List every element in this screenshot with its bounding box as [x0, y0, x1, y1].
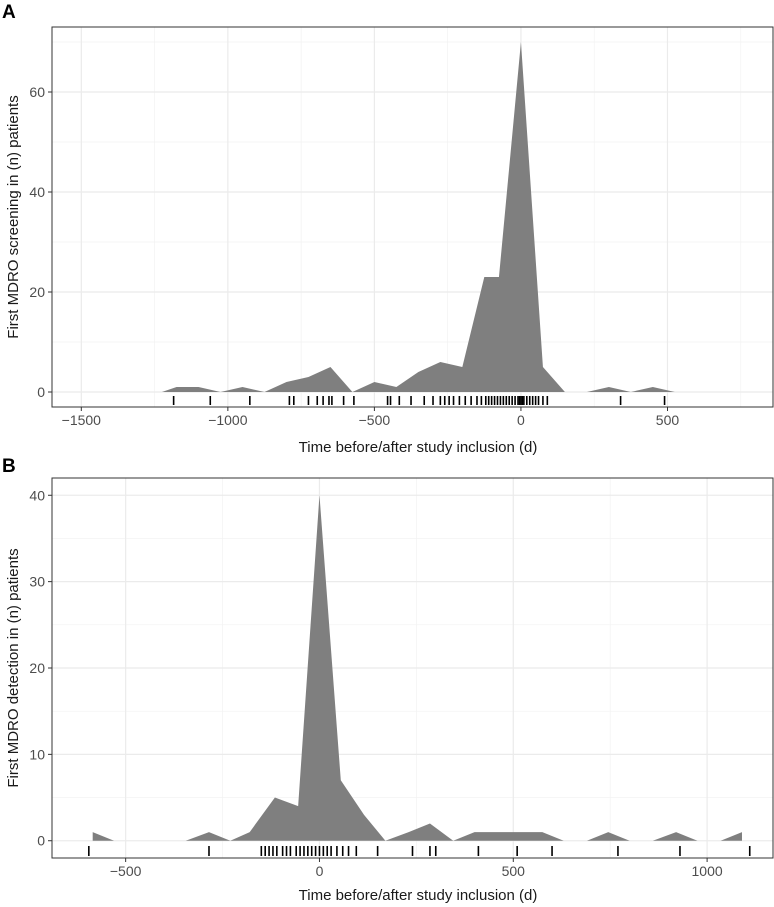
panel-b-y-tick-label: 0	[37, 833, 45, 849]
panel-a-y-tick-label: 40	[29, 184, 45, 200]
panel-b-y-axis-title: First MDRO detection in (n) patients	[5, 548, 22, 787]
panel-b-tag: B	[2, 456, 16, 477]
panel-a-x-tick-label: −500	[359, 412, 391, 428]
panel-b-y-tick-label: 10	[29, 746, 45, 762]
panel-a-y-tick-label: 20	[29, 284, 45, 300]
panel-b: B −500 0 500 1000 0 10 20 30 40 Time before/aft…	[2, 456, 774, 904]
panel-a-plot-background	[52, 27, 773, 407]
panel-b-y-tick-label: 30	[29, 574, 45, 590]
panel-a-x-tick-label: 500	[656, 412, 680, 428]
panel-a: A −1500 −1000 −500 0 500 0 20 40 60 Time before…	[2, 2, 774, 456]
panel-a-y-tick-label: 0	[37, 384, 45, 400]
panel-a-x-tick-label: −1500	[62, 412, 102, 428]
panel-b-rug	[88, 846, 751, 856]
panel-b-y-tick-label: 40	[29, 487, 45, 503]
panel-a-rug	[172, 396, 666, 405]
panel-a-x-tick-label: 0	[517, 412, 525, 428]
panel-a-y-tick-label: 60	[29, 84, 45, 100]
panel-a-y-axis-title: First MDRO screening in (n) patients	[5, 95, 22, 338]
panel-b-x-ticks: −500 0 500 1000	[110, 858, 723, 879]
panel-b-x-tick-label: 0	[316, 863, 324, 879]
panel-b-y-tick-label: 20	[29, 660, 45, 676]
panel-b-y-ticks: 0 10 20 30 40	[29, 487, 52, 849]
panel-a-x-axis-title: Time before/after study inclusion (d)	[299, 439, 538, 456]
panel-a-tag: A	[2, 2, 16, 23]
panel-a-plot-border	[51, 26, 774, 408]
panel-b-x-axis-title: Time before/after study inclusion (d)	[299, 887, 538, 904]
panel-a-x-ticks: −1500 −1000 −500 0 500	[62, 407, 680, 428]
panel-b-x-tick-label: 1000	[692, 863, 723, 879]
panel-b-x-tick-label: 500	[502, 863, 526, 879]
panel-a-y-ticks: 0 20 40 60	[29, 84, 52, 400]
panel-b-x-tick-label: −500	[110, 863, 142, 879]
panel-a-x-tick-label: −1000	[208, 412, 248, 428]
